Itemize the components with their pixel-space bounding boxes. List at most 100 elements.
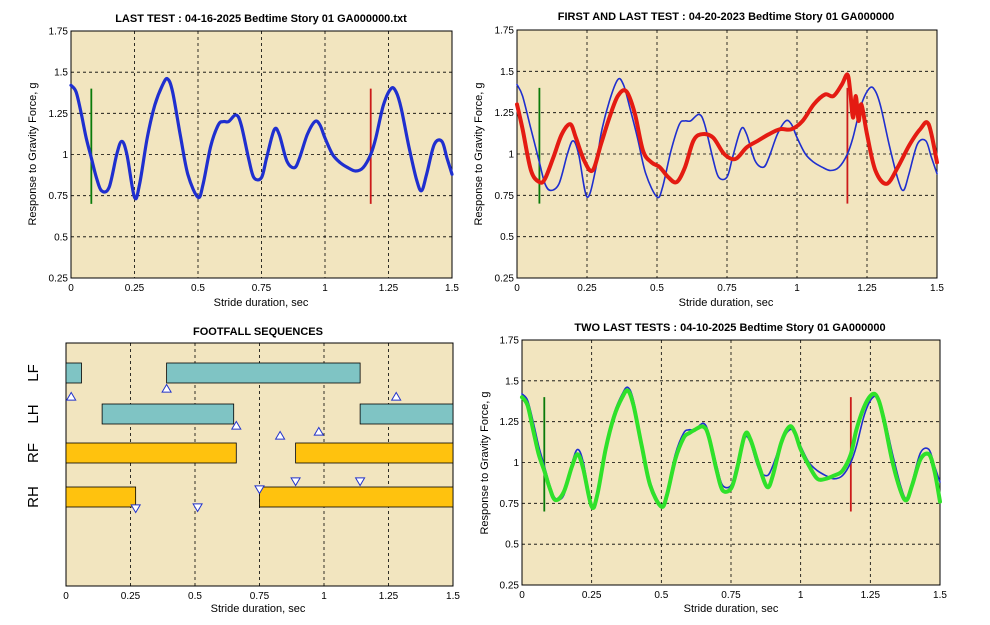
- footfall-down-triangle: [354, 477, 366, 487]
- stance-bar-rf: [65, 442, 237, 464]
- series-lines: [69, 77, 454, 201]
- stance-bar-rh: [65, 486, 137, 508]
- x-tick-label: 1.25: [857, 283, 877, 294]
- x-tick-label: 0: [514, 283, 520, 294]
- x-tick-label: 0.25: [125, 283, 145, 294]
- y-tick-label: 0.25: [500, 581, 520, 592]
- x-tick-label: 1: [321, 591, 327, 602]
- x-tick-label: 0.25: [577, 283, 597, 294]
- x-tick-label: 1.25: [379, 283, 399, 294]
- y-tick-label: 0.25: [49, 274, 69, 285]
- y-tick-label: 1.75: [500, 336, 520, 347]
- x-tick-label: 0.75: [721, 590, 741, 601]
- footfall-up-triangle: [313, 426, 325, 436]
- y-tick-label: 0.5: [505, 540, 519, 551]
- x-axis-label: Stride duration, sec: [214, 297, 309, 309]
- y-tick-label: 1: [508, 150, 514, 161]
- footfall-up-triangle: [230, 420, 242, 430]
- chart-title: TWO LAST TESTS : 04-10-2025 Bedtime Stor…: [574, 322, 885, 334]
- y-tick-label: 0.75: [495, 191, 515, 202]
- grid-lines: [71, 31, 452, 278]
- y-tick-label: 1.75: [49, 27, 69, 38]
- footfall-up-triangle: [390, 391, 402, 401]
- grid-lines: [130, 343, 389, 586]
- stance-bar-lf: [166, 362, 361, 384]
- y-axis-label: Response to Gravity Force, g: [473, 82, 485, 225]
- y-tick-label: 0.5: [54, 232, 68, 243]
- x-tick-label: 0.5: [188, 591, 202, 602]
- footfall-down-triangle: [130, 504, 142, 514]
- chart-title: FOOTFALL SEQUENCES: [193, 326, 323, 338]
- chart-panel-footfall-sequences: FOOTFALL SEQUENCES 0 0.25 0.5 0.75 1 1.25 1.5 …: [25, 326, 460, 615]
- y-tick-label: 1: [62, 150, 68, 161]
- tick-labels: 0 0.25 0.5 0.75 1 1.25 1.50.250.50.7511.251.51…: [500, 336, 948, 602]
- x-tick-label: 1.25: [379, 591, 399, 602]
- y-tick-label: 1.25: [495, 108, 515, 119]
- x-tick-label: 0.5: [191, 283, 205, 294]
- y-tick-label: 1.25: [500, 417, 520, 428]
- stance-bar-rf: [295, 442, 454, 464]
- x-tick-label: 0.5: [654, 590, 668, 601]
- stance-bar-lh: [101, 403, 235, 425]
- y-tick-label: 0.75: [500, 499, 520, 510]
- y-tick-label: 0.5: [500, 232, 514, 243]
- x-tick-label: 1.5: [930, 283, 944, 294]
- y-tick-label: 1: [513, 458, 519, 469]
- series-lines: [520, 386, 942, 511]
- footfall-up-triangle: [274, 430, 286, 440]
- limb-label: RF: [25, 443, 42, 463]
- chart-panel-two-last-tests: TWO LAST TESTS : 04-10-2025 Bedtime Stor…: [479, 322, 947, 615]
- footfall-up-triangle: [65, 391, 77, 401]
- stance-bars: [65, 362, 454, 508]
- x-tick-label: 0: [519, 590, 525, 601]
- chart-panel-last-test: LAST TEST : 04-16-2025 Bedtime Story 01 …: [27, 13, 459, 309]
- x-tick-label: 1: [798, 590, 804, 601]
- x-tick-label: 0.5: [650, 283, 664, 294]
- footfall-down-triangle: [254, 485, 265, 495]
- y-tick-label: 1.5: [505, 376, 519, 387]
- y-axis-label: Response to Gravity Force, g: [479, 391, 491, 534]
- x-axis-label: Stride duration, sec: [684, 603, 779, 615]
- footfall-markers: [65, 383, 402, 514]
- x-axis-label: Stride duration, sec: [211, 603, 306, 615]
- x-tick-label: 1: [794, 283, 800, 294]
- x-tick-label: 0.75: [252, 283, 272, 294]
- x-tick-label: 1.25: [861, 590, 881, 601]
- tick-labels: 0 0.25 0.5 0.75 1 1.25 1.50.250.50.7511.251.51…: [49, 27, 460, 295]
- y-tick-label: 1.75: [495, 26, 515, 37]
- chart-panel-first-and-last-test: FIRST AND LAST TEST : 04-20-2023 Bedtime…: [473, 11, 944, 309]
- grid-lines: [522, 340, 940, 585]
- x-tick-label: 1.5: [445, 283, 459, 294]
- y-tick-label: 1.25: [49, 109, 69, 120]
- y-tick-label: 1.5: [54, 68, 68, 79]
- x-tick-label: 0.75: [250, 591, 270, 602]
- stance-bar-lf: [65, 362, 82, 384]
- y-tick-label: 1.5: [500, 67, 514, 78]
- blue-series-line: [69, 77, 454, 201]
- footfall-up-triangle: [161, 383, 172, 393]
- footfall-down-triangle: [192, 503, 203, 513]
- limb-labels: LF LH RF RH: [25, 364, 42, 508]
- x-tick-label: 1.5: [933, 590, 947, 601]
- tick-labels: 0 0.25 0.5 0.75 1 1.25 1.50.250.50.7511.251.51…: [495, 26, 945, 295]
- x-axis-label: Stride duration, sec: [679, 297, 774, 309]
- stance-bar-lh: [359, 403, 454, 425]
- green-series-line: [520, 388, 942, 511]
- limb-label: LF: [25, 364, 42, 382]
- chart-title: FIRST AND LAST TEST : 04-20-2023 Bedtime…: [558, 11, 894, 23]
- chart-title: LAST TEST : 04-16-2025 Bedtime Story 01 …: [115, 13, 407, 25]
- blue-series-line: [516, 77, 938, 199]
- tick-labels: 0 0.25 0.5 0.75 1 1.25 1.5: [63, 591, 460, 602]
- x-tick-label: 0.75: [717, 283, 737, 294]
- limb-label: RH: [25, 486, 42, 508]
- x-tick-label: 1: [322, 283, 328, 294]
- x-tick-label: 0: [63, 591, 69, 602]
- series-lines: [515, 72, 939, 199]
- x-tick-label: 1.5: [446, 591, 460, 602]
- y-axis-label: Response to Gravity Force, g: [27, 82, 39, 225]
- x-tick-label: 0: [68, 283, 74, 294]
- stance-bar-rh: [259, 486, 454, 508]
- red-series-line: [515, 72, 939, 186]
- y-tick-label: 0.75: [49, 191, 69, 202]
